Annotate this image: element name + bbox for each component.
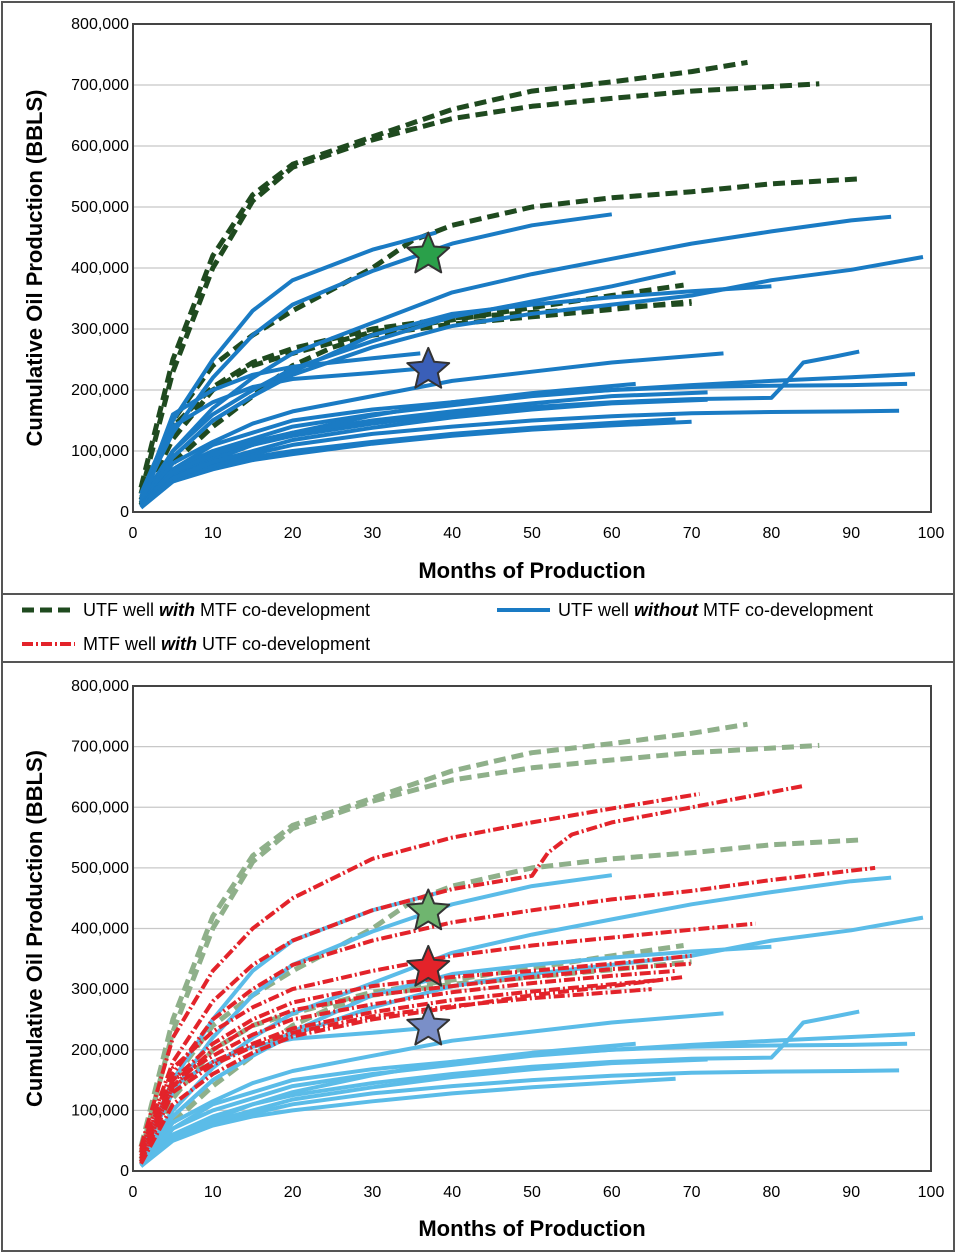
x-tick-label: 90 bbox=[842, 1184, 860, 1201]
series-line-utf-with bbox=[138, 282, 684, 505]
series-line-mtf-with bbox=[139, 975, 684, 1165]
series-line-utf-without bbox=[139, 381, 908, 508]
series-line-mtf-with bbox=[139, 784, 804, 1151]
series-line-mtf-with bbox=[139, 791, 700, 1148]
star-marker bbox=[406, 888, 451, 931]
series-line-utf-without bbox=[139, 1057, 708, 1168]
y-tick-label: 300,000 bbox=[71, 981, 129, 998]
x-tick-label: 80 bbox=[763, 525, 781, 542]
series-line-utf-without bbox=[139, 419, 692, 510]
series-line-mtf-with bbox=[139, 968, 676, 1160]
series-line-utf-without bbox=[139, 351, 724, 506]
x-tick-label: 100 bbox=[918, 525, 945, 542]
series-line-utf-without bbox=[139, 390, 708, 508]
plot-frame bbox=[132, 23, 932, 513]
y-axis-title: Cumulative Oil Production (BBLS) bbox=[22, 90, 47, 447]
x-tick-label: 0 bbox=[129, 525, 138, 542]
star-marker bbox=[406, 346, 451, 389]
y-tick-label: 800,000 bbox=[71, 16, 129, 33]
legend-label-utf-without: UTF well without MTF co-development bbox=[558, 600, 873, 620]
series-line-utf-without bbox=[139, 1076, 676, 1168]
y-tick-label: 300,000 bbox=[71, 321, 129, 338]
series-line-utf-with bbox=[138, 59, 748, 489]
y-tick-label: 100,000 bbox=[71, 443, 129, 460]
series-line-mtf-with bbox=[139, 987, 652, 1163]
series-line-utf-without bbox=[139, 1011, 724, 1165]
y-tick-label: 400,000 bbox=[71, 260, 129, 277]
x-tick-label: 30 bbox=[364, 525, 382, 542]
y-tick-label: 100,000 bbox=[71, 1102, 129, 1119]
x-tick-label: 90 bbox=[842, 525, 860, 542]
series-line-mtf-with bbox=[139, 921, 756, 1154]
x-tick-label: 0 bbox=[129, 1184, 138, 1201]
x-tick-label: 60 bbox=[603, 1184, 621, 1201]
y-tick-label: 600,000 bbox=[71, 138, 129, 155]
legend-label-mtf-with: MTF well with UTF co-development bbox=[83, 634, 370, 654]
legend-label-utf-with: UTF well with MTF co-development bbox=[83, 600, 370, 620]
x-tick-label: 50 bbox=[523, 525, 541, 542]
star-marker bbox=[406, 231, 451, 274]
series-line-utf-with bbox=[138, 721, 748, 1148]
y-axis-title: Cumulative Oil Production (BBLS) bbox=[22, 750, 47, 1107]
y-tick-label: 600,000 bbox=[71, 799, 129, 816]
y-tick-label: 0 bbox=[120, 504, 129, 521]
series-line-utf-without bbox=[139, 212, 613, 498]
plot-frame bbox=[132, 685, 932, 1172]
y-tick-label: 700,000 bbox=[71, 739, 129, 756]
x-tick-label: 30 bbox=[364, 1184, 382, 1201]
legend: UTF well with MTF co-development UTF wel… bbox=[2, 593, 954, 663]
top-chart: 0 100,000 200,000 300,000 400,000 500,000 600,… bbox=[22, 16, 944, 583]
y-tick-label: 200,000 bbox=[71, 382, 129, 399]
x-tick-label: 100 bbox=[918, 1184, 945, 1201]
x-tick-label: 80 bbox=[763, 1184, 781, 1201]
x-tick-label: 40 bbox=[443, 1184, 461, 1201]
x-tick-label: 60 bbox=[603, 525, 621, 542]
series-line-utf-without bbox=[139, 214, 892, 501]
y-tick-label: 500,000 bbox=[71, 860, 129, 877]
x-axis-title: Months of Production bbox=[418, 1216, 645, 1241]
series-line-utf-without bbox=[139, 875, 892, 1160]
x-tick-label: 50 bbox=[523, 1184, 541, 1201]
series-line-utf-with bbox=[138, 81, 820, 495]
series-line-utf-without bbox=[139, 1041, 908, 1167]
series-line-mtf-with bbox=[139, 961, 692, 1160]
x-axis-title: Months of Production bbox=[418, 558, 645, 583]
bottom-chart: 0 100,000 200,000 300,000 400,000 500,000 600,… bbox=[22, 678, 944, 1241]
series-line-utf-without bbox=[139, 351, 421, 501]
x-tick-label: 70 bbox=[683, 1184, 701, 1201]
series-line-utf-without bbox=[139, 230, 437, 495]
x-tick-label: 10 bbox=[204, 1184, 222, 1201]
y-tick-label: 0 bbox=[120, 1163, 129, 1180]
y-tick-label: 500,000 bbox=[71, 199, 129, 216]
star-marker bbox=[406, 1003, 451, 1046]
x-tick-label: 20 bbox=[284, 525, 302, 542]
y-tick-label: 400,000 bbox=[71, 921, 129, 938]
series-line-mtf-with bbox=[139, 953, 692, 1157]
x-tick-label: 40 bbox=[443, 525, 461, 542]
series-line-mtf-with bbox=[139, 865, 876, 1154]
series-line-mtf-with bbox=[139, 978, 660, 1163]
y-tick-label: 800,000 bbox=[71, 678, 129, 695]
series-line-utf-without bbox=[139, 284, 772, 504]
series-line-utf-without bbox=[139, 366, 421, 504]
x-tick-label: 70 bbox=[683, 525, 701, 542]
y-tick-label: 700,000 bbox=[71, 77, 129, 94]
x-tick-label: 20 bbox=[284, 1184, 302, 1201]
x-tick-label: 10 bbox=[204, 525, 222, 542]
series-line-utf-with bbox=[138, 742, 820, 1154]
star-marker bbox=[406, 944, 451, 987]
y-tick-label: 200,000 bbox=[71, 1042, 129, 1059]
series-line-utf-without bbox=[139, 397, 708, 509]
